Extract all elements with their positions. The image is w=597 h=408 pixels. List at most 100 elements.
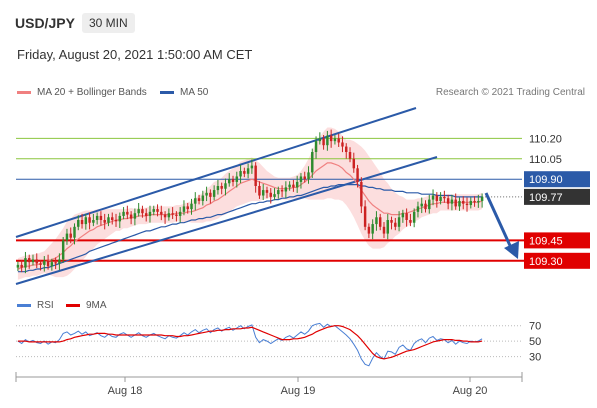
ma50-line xyxy=(17,184,483,273)
candle-body xyxy=(43,260,46,265)
candle xyxy=(397,211,401,232)
candle-body xyxy=(197,198,201,201)
legend-ma50-label: MA 50 xyxy=(180,87,209,98)
candle-body xyxy=(356,168,359,182)
symbol-title: USD/JPY xyxy=(15,15,75,31)
candle-body xyxy=(107,217,110,223)
candle-body xyxy=(126,211,129,215)
candle xyxy=(473,196,476,207)
candle-body xyxy=(133,213,137,219)
timeframe-badge[interactable]: 30 MIN xyxy=(82,13,135,33)
candle-body xyxy=(111,217,114,220)
forecast-arrow xyxy=(484,192,519,259)
candle xyxy=(288,181,291,191)
candle xyxy=(424,200,427,213)
candle xyxy=(378,213,382,231)
candle xyxy=(114,213,118,227)
candle-body xyxy=(341,142,344,147)
candle xyxy=(382,222,386,239)
candle xyxy=(175,211,178,222)
x-tick-label: Aug 20 xyxy=(453,385,488,397)
candle xyxy=(178,207,182,223)
candle-body xyxy=(367,226,371,234)
candle-body xyxy=(465,203,469,206)
candle xyxy=(35,253,38,269)
legend-9ma[interactable]: 9MA xyxy=(66,300,107,311)
candle xyxy=(450,194,454,211)
candle-body xyxy=(65,233,69,241)
legend-ma20[interactable]: MA 20 + Bollinger Bands xyxy=(17,87,147,98)
candle xyxy=(141,205,144,218)
candle-body xyxy=(69,233,72,238)
candle-body xyxy=(144,213,148,216)
candle-body xyxy=(375,217,378,225)
candle-body xyxy=(280,190,284,192)
candle-body xyxy=(454,199,457,207)
level-label-109.30: 109.30 xyxy=(529,256,563,268)
rsi-panel: 70 50 30 xyxy=(16,321,541,367)
candle xyxy=(367,223,371,239)
candle-body xyxy=(84,217,88,225)
candle xyxy=(16,261,20,271)
candle-body xyxy=(156,209,159,212)
x-axis: Aug 18 Aug 19 Aug 20 xyxy=(15,372,523,397)
candle-body xyxy=(129,214,133,219)
candle xyxy=(129,211,133,225)
candle xyxy=(50,258,54,271)
candle xyxy=(352,152,356,173)
candle xyxy=(360,177,363,214)
candle-body xyxy=(450,199,454,204)
candle xyxy=(375,211,378,231)
candle-body xyxy=(292,184,295,188)
candle-body xyxy=(95,215,99,220)
candle xyxy=(258,181,261,199)
candle-body xyxy=(20,264,23,268)
candle-body xyxy=(160,211,163,215)
legend-ma50[interactable]: MA 50 xyxy=(160,87,208,98)
chart-datetime: Friday, August 20, 2021 1:50:00 AM CET xyxy=(17,47,253,62)
candle xyxy=(329,129,333,148)
candle-body xyxy=(401,213,405,218)
candle-body xyxy=(299,176,303,182)
candle-body xyxy=(254,165,257,186)
candle-body xyxy=(329,135,333,142)
legend-rsi[interactable]: RSI xyxy=(17,300,54,311)
candle xyxy=(156,204,159,217)
candle-body xyxy=(194,198,197,204)
candle xyxy=(265,186,269,199)
forecast-arrow-shaft xyxy=(484,192,514,251)
candle-body xyxy=(348,152,352,159)
candle-body xyxy=(390,220,393,223)
candle xyxy=(95,212,99,225)
level-label-110.05: 110.05 xyxy=(529,154,562,166)
candle-body xyxy=(50,262,54,267)
candle-body xyxy=(322,138,325,146)
candle-body xyxy=(360,181,363,207)
bollinger-bands xyxy=(17,127,483,280)
candle-body xyxy=(477,200,480,203)
candle xyxy=(412,208,416,228)
candle xyxy=(363,200,367,231)
candle-body xyxy=(420,203,423,207)
candle-body xyxy=(201,195,205,201)
candle xyxy=(326,130,329,151)
candle-body xyxy=(212,190,216,197)
candle-body xyxy=(405,213,408,220)
candle-body xyxy=(462,200,465,204)
candle xyxy=(261,183,265,201)
candle-body xyxy=(77,220,80,227)
candle-body xyxy=(277,190,280,195)
candle xyxy=(333,135,337,145)
candle xyxy=(31,254,35,266)
candle-body xyxy=(378,217,382,227)
candle xyxy=(122,207,125,220)
candle-body xyxy=(409,220,412,223)
candle xyxy=(348,147,352,163)
research-credit: Research © 2021 Trading Central xyxy=(435,87,585,98)
candle-body xyxy=(163,214,167,218)
candle-body xyxy=(371,224,374,234)
candle-body xyxy=(480,196,484,201)
candle xyxy=(190,198,193,215)
candle xyxy=(216,179,220,195)
